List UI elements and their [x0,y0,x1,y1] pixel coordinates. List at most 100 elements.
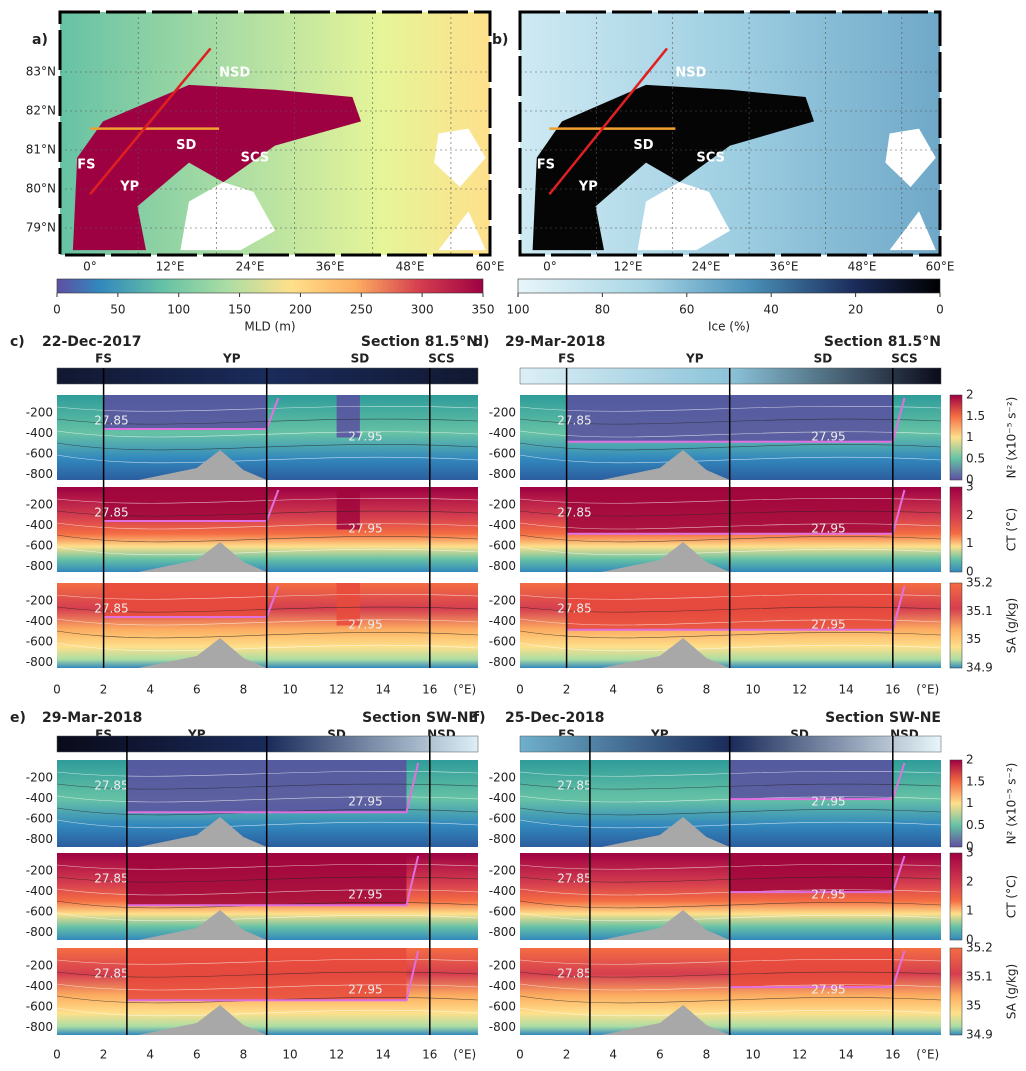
colorbar-tick-label: 60 [679,303,694,317]
lon-tick-label: 12°E [614,260,643,274]
contour-label: 27.95 [811,795,845,809]
colorbar-tick-label: 0 [53,303,61,317]
x-tick-label: 6 [656,1048,664,1062]
colorbar-tick-label: 1.5 [966,774,985,788]
x-tick-label: 8 [240,1048,248,1062]
isopycnal [519,995,942,1004]
lon-tick-label: 48°E [848,260,877,274]
depth-tick-label: -200 [26,864,53,878]
x-tick-label: 2 [563,1048,571,1062]
depth-tick-label: -600 [26,905,53,919]
topography [138,910,267,940]
topography [601,450,730,480]
depth-tick-label: -800 [489,925,516,939]
land [637,182,730,251]
depth-tick-label: -400 [26,884,53,898]
contour-label: 27.95 [348,888,382,902]
land [885,128,936,187]
contour-label: 27.95 [348,618,382,632]
depth-tick-label: -600 [489,1000,516,1014]
x-tick-label: 10 [745,683,760,697]
colorbar-tick-label: 0 [966,840,974,854]
isopycnal [56,912,479,922]
x-unit: (°E) [916,683,939,697]
colorbar-label: N² (x10⁻⁵ s⁻²) [1005,397,1019,479]
mixed-layer [103,395,267,429]
depth-tick-label: -600 [489,447,516,461]
region-label: YP [578,179,598,194]
depth-tick-label: -400 [26,791,53,805]
x-unit: (°E) [916,1048,939,1062]
panel-letter: f) [473,710,486,726]
isopycnal [519,983,942,991]
topography [601,910,730,940]
lat-tick-label: 83°N [26,65,56,79]
x-tick-label: 4 [609,1048,617,1062]
colorbar-tick-label: 34.9 [966,1028,993,1042]
region-label: SD [176,138,196,153]
panel-letter: e) [10,710,26,726]
colorbar-tick-label: 40 [764,303,779,317]
depth-tick-label: -200 [489,771,516,785]
mixed-layer [729,948,893,988]
section-title: Section 81.5°N [361,334,478,350]
colorbar-tick-label: 34.9 [966,661,993,675]
region-label: FS [77,158,95,173]
panel-letter: b) [492,32,508,48]
depth-tick-label: -600 [489,905,516,919]
land [434,128,486,187]
contour-label: 27.95 [348,430,382,444]
depth-tick-label: -400 [489,426,516,440]
colorbar-tick-label: 1 [966,904,974,918]
contour-label: 27.95 [811,430,845,444]
land [180,182,275,251]
panel-letter: d) [473,334,489,350]
colorbar-tick-label: 100 [507,303,530,317]
x-tick-label: 6 [193,1048,201,1062]
depth-tick-label: -800 [489,655,516,669]
topography [138,450,267,480]
colorbar-label: SA (g/kg) [1005,598,1019,653]
topography [138,542,267,572]
isopycnal [519,900,942,909]
lon-tick-label: 60°E [926,260,955,274]
x-tick-label: 10 [282,1048,297,1062]
colorbar-tick-label: 50 [110,303,125,317]
colorbar-tick-label: 2 [966,388,974,402]
depth-tick-label: -200 [26,771,53,785]
x-tick-label: 0 [53,683,61,697]
isopycnal [56,819,479,829]
region-label: NSD [675,65,706,80]
contour-label: 27.95 [811,888,845,902]
topography [138,638,267,668]
depth-tick-label: -400 [489,979,516,993]
depth-tick-label: -200 [489,864,516,878]
marker-label: YP [222,352,241,366]
lon-tick-label: 24°E [236,260,265,274]
x-tick-label: 0 [516,1048,524,1062]
colorbar-tick-label: 350 [472,303,495,317]
topography [138,1005,267,1035]
marker-label: FS [558,352,575,366]
colorbar [949,582,963,669]
colorbar-label: MLD (m) [244,320,295,334]
contour-label: 27.85 [94,506,128,520]
colorbar-label: CT (°C) [1005,508,1019,551]
depth-tick-label: -800 [489,832,516,846]
panel-letter: c) [10,334,25,350]
colorbar-tick-label: 150 [228,303,251,317]
marker-label: SCS [891,352,917,366]
map-frame [518,10,942,257]
x-tick-label: 0 [516,683,524,697]
mixed-layer [336,487,360,530]
depth-tick-label: -200 [26,959,53,973]
topography [601,638,730,668]
depth-tick-label: -600 [489,635,516,649]
marker-label: SD [351,352,370,366]
depth-tick-label: -400 [26,518,53,532]
isopycnal [56,971,479,978]
colorbar-tick-label: 0 [966,473,974,487]
colorbar-tick-label: 0 [936,303,944,317]
isopycnal [519,771,942,777]
depth-tick-label: -400 [26,426,53,440]
